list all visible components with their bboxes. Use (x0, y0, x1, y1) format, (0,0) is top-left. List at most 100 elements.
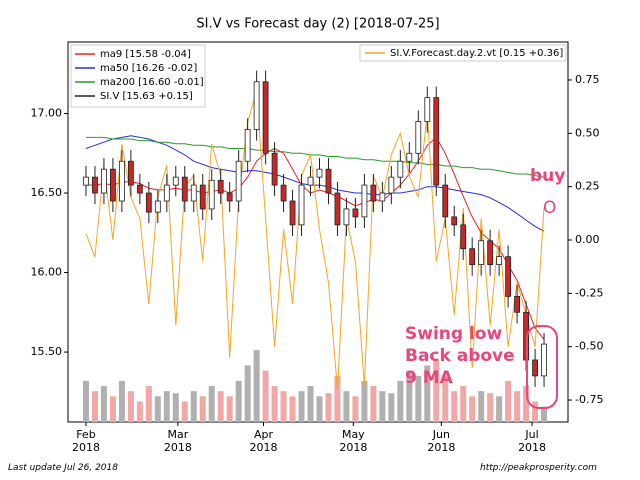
y2-tick-label: 0.25 (575, 180, 600, 193)
y2-tick-label: 0.00 (575, 233, 600, 246)
x-tick-label: Apr 2018 (249, 428, 278, 454)
legend-label: ma9 [15.58 -0.04] (100, 49, 191, 60)
volume-bar (433, 360, 440, 422)
volume-bar (523, 386, 530, 422)
legend-box (359, 44, 567, 62)
volume-bar (541, 406, 548, 422)
x-tick-label: Mar 2018 (163, 428, 192, 454)
volume-bar (82, 380, 89, 422)
volume-bar (352, 396, 359, 422)
volume-bar (379, 391, 386, 422)
volume-bar (154, 396, 161, 422)
candle-body (325, 168, 332, 194)
volume-bar (136, 401, 143, 422)
volume-bar (190, 391, 197, 422)
line-series (85, 135, 545, 232)
candle-body (244, 129, 251, 162)
candle-body (415, 121, 422, 154)
line-series (86, 136, 545, 178)
candle-body (83, 176, 89, 186)
candle-body (343, 208, 350, 226)
volume-bar (505, 380, 512, 422)
volume-bar (343, 391, 350, 422)
candle-body (451, 216, 458, 226)
candle-body (406, 152, 413, 162)
candle-body (271, 152, 278, 186)
candle-body (118, 160, 125, 202)
footer-right: http://peakprosperity.com (480, 463, 597, 473)
candle-body (397, 160, 404, 178)
volume-bar (199, 396, 206, 422)
x-tick-label: Feb 2018 (71, 428, 100, 454)
candle-body (532, 359, 538, 377)
volume-bar (271, 386, 278, 422)
volume-bar (289, 396, 296, 422)
volume-bar (424, 365, 431, 422)
candle-body (127, 160, 134, 186)
volume-bar (280, 391, 287, 422)
y-tick-label: 17.00 (31, 107, 63, 120)
candle-body (190, 184, 197, 202)
volume-bar (514, 391, 521, 422)
legend-label: ma200 [16.60 -0.01] (100, 77, 204, 88)
volume-bar (478, 391, 485, 422)
candle-body (541, 343, 547, 377)
volume-bar (100, 386, 107, 422)
volume-bar (361, 380, 368, 422)
candle-body (136, 184, 143, 194)
volume-bar (262, 370, 269, 422)
volume-bar (325, 393, 332, 422)
legend-label: SI.V [15.63 +0.15] (100, 91, 193, 102)
volume-bar (91, 391, 98, 422)
volume-bar (316, 396, 323, 422)
volume-bar (253, 350, 260, 422)
x-tick-label: Jul 2018 (518, 428, 547, 454)
y2-tick-label: 0.50 (575, 126, 600, 139)
candle-body (370, 184, 377, 202)
footer-left: Last update Jul 26, 2018 (8, 463, 118, 473)
volume-bar (469, 396, 476, 422)
volume-bar (334, 375, 341, 422)
candle-body (298, 184, 305, 226)
volume-bar (163, 391, 170, 422)
candle-body (101, 168, 107, 194)
volume-bar (451, 391, 458, 422)
volume-bar (388, 393, 395, 422)
y2-tick-label: -0.75 (575, 393, 603, 406)
candle-body (154, 200, 161, 213)
y2-tick-label: -0.25 (575, 286, 603, 299)
volume-bar (109, 396, 116, 422)
x-tick-label: Jun 2018 (427, 428, 456, 454)
annotation: Swing low Back above 9 MA (405, 324, 515, 388)
candle-body (496, 256, 503, 265)
y-tick-label: 16.00 (31, 266, 63, 279)
volume-bar (532, 401, 539, 422)
volume-bar (118, 380, 125, 422)
candle-body (442, 184, 449, 218)
candle-body (235, 160, 242, 202)
volume-bar (406, 370, 413, 422)
candle-body (208, 179, 215, 210)
candle-body (181, 176, 188, 202)
volume-bar (307, 386, 314, 422)
volume-bar (145, 386, 152, 422)
candle-body (505, 256, 512, 297)
volume-bar (415, 375, 422, 422)
candle-body (253, 81, 260, 130)
volume-bar (208, 386, 215, 422)
volume-bar (460, 386, 467, 422)
volume-bar (172, 393, 179, 422)
candle-body (262, 81, 269, 154)
candle-body (280, 184, 287, 202)
candle-body (172, 176, 179, 186)
candle-body (487, 240, 494, 265)
volume-bar (235, 380, 242, 422)
y2-tick-label: -0.50 (575, 340, 603, 353)
candle-body (433, 97, 440, 186)
candle-body (478, 240, 485, 265)
candle-body (145, 192, 152, 213)
candle-body (388, 176, 395, 194)
volume-bar (496, 396, 503, 422)
